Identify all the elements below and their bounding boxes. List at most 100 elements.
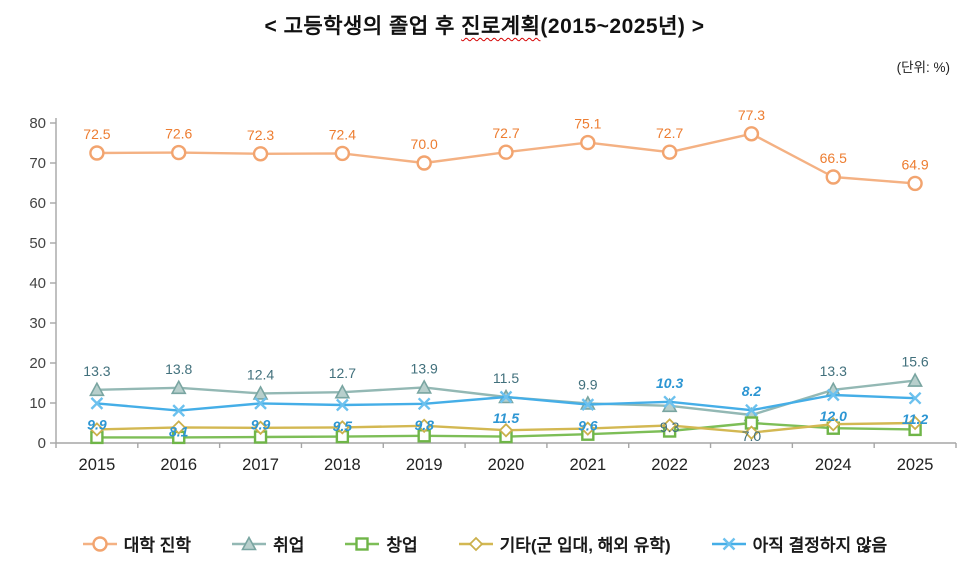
x-tick-label: 2025: [897, 456, 934, 474]
legend-employment-swatch: [232, 535, 267, 550]
data-label: 9.9: [251, 416, 271, 432]
series-univ-labels: 72.5 72.6 72.3 72.4 70.0 72.7 75.1 72.7 77.3 66.5…: [83, 107, 929, 173]
chart-title-prefix: < 고등학생의 졸업 후: [264, 15, 462, 38]
univ-marker: [580, 134, 596, 151]
legend-label-startup: 창업: [386, 536, 418, 555]
x-tick-label: 2022: [651, 456, 688, 474]
data-label: 9.5: [333, 418, 353, 434]
series-univ: [89, 126, 923, 192]
univ-marker: [825, 169, 841, 185]
x-tick-label: 2018: [324, 456, 361, 474]
chart-title: < 고등학생의 졸업 후 진로계획(2015~2025년) >: [0, 10, 969, 40]
chart-title-underlined: 진로계획: [461, 15, 541, 38]
data-label: 72.7: [492, 125, 519, 141]
legend-label-employment: 취업: [273, 536, 305, 555]
career-plan-line-chart: 0 10 20 30 40 50 60 70 80 2015 2016 2017 2018 2019 202…: [0, 80, 969, 495]
data-label: 9.9: [578, 376, 598, 392]
legend-label-etc: 기타(군 입대, 해외 유학): [499, 536, 671, 555]
employment-marker: [334, 384, 351, 399]
univ-marker: [334, 145, 351, 162]
data-label: 13.3: [83, 363, 110, 379]
legend-label-undecided: 아직 결정하지 않음: [752, 536, 888, 555]
legend-undecided-swatch: [711, 537, 746, 550]
unit-label: (단위: %): [896, 60, 950, 75]
data-label: 13.9: [411, 360, 438, 376]
undecided-marker: [90, 397, 104, 410]
legend-item-univ: 대학 진학: [82, 531, 191, 556]
data-label: 9.6: [578, 418, 598, 434]
data-label: 8.1: [169, 424, 189, 440]
data-label: 64.9: [901, 156, 928, 172]
legend-etc-swatch: [458, 536, 493, 551]
employment-marker: [89, 381, 105, 397]
etc-marker: [335, 420, 350, 435]
data-label: 9.8: [414, 417, 434, 433]
y-tick-label: 30: [29, 315, 46, 332]
y-tick-label: 0: [38, 435, 46, 452]
data-label: 10.3: [656, 375, 683, 391]
legend-item-undecided: 아직 결정하지 않음: [711, 531, 888, 556]
data-label: 9.3: [660, 419, 680, 435]
data-label: 12.0: [820, 408, 847, 424]
legend-startup-swatch: [345, 536, 380, 551]
etc-marker: [825, 416, 841, 432]
etc-marker: [416, 418, 432, 434]
legend-univ-marker-icon: [92, 535, 108, 552]
data-label: 7.0: [742, 428, 762, 444]
series-undecided: [90, 388, 922, 417]
chart-title-suffix: (2015~2025년) >: [540, 15, 705, 38]
y-tick-label: 70: [29, 155, 46, 172]
univ-marker: [89, 145, 105, 161]
etc-marker: [253, 420, 268, 436]
series-undecided-labels: 9.9 8.1 9.9 9.5 9.8 11.5 9.6 10.3 8.2 12.0 11.2: [87, 375, 928, 440]
undecided-marker: [499, 390, 513, 404]
y-tick-label: 20: [29, 355, 46, 372]
data-label: 13.3: [820, 363, 847, 379]
etc-marker: [498, 422, 514, 438]
x-tick-label: 2017: [242, 456, 279, 474]
data-label: 72.3: [247, 127, 274, 143]
undecided-marker: [908, 391, 922, 405]
etc-marker: [744, 425, 759, 440]
data-label: 72.7: [656, 125, 683, 141]
undecided-marker: [826, 388, 840, 402]
data-label: 66.5: [820, 150, 847, 166]
legend-univ-swatch: [82, 535, 117, 552]
y-tick-label: 10: [29, 395, 46, 412]
y-tick-label: 80: [29, 115, 46, 132]
undecided-marker: [336, 398, 349, 412]
y-tick-label: 40: [29, 275, 46, 292]
undecided-marker: [745, 403, 758, 417]
data-label: 12.4: [247, 366, 274, 382]
undecided-marker: [417, 397, 431, 411]
undecided-marker: [172, 404, 186, 417]
data-label: 70.0: [411, 136, 438, 152]
univ-marker: [907, 175, 923, 192]
data-label: 13.8: [165, 361, 192, 377]
y-tick-label: 50: [29, 235, 46, 252]
legend-startup-marker-icon: [355, 536, 370, 551]
etc-marker: [171, 420, 187, 435]
data-label: 72.5: [83, 126, 110, 142]
legend-item-startup: 창업: [344, 531, 418, 556]
x-tick-label: 2021: [569, 456, 606, 474]
employment-marker: [907, 372, 923, 387]
x-tick-label: 2015: [79, 456, 116, 474]
data-label: 11.2: [902, 411, 928, 427]
data-label: 72.4: [329, 126, 356, 142]
undecided-marker: [663, 395, 676, 409]
undecided-marker: [581, 398, 595, 411]
data-label: 8.2: [742, 383, 762, 399]
x-tick-label: 2023: [733, 456, 770, 474]
legend-label-univ: 대학 진학: [123, 536, 192, 555]
series-etc: [89, 415, 923, 440]
legend-employment-marker-icon: [241, 535, 257, 550]
univ-marker: [416, 155, 432, 171]
legend-item-etc: 기타(군 입대, 해외 유학): [458, 531, 671, 556]
x-tick-label: 2016: [160, 456, 197, 474]
etc-marker: [580, 421, 596, 436]
univ-marker: [661, 144, 678, 160]
x-tick-label: 2019: [406, 456, 443, 474]
x-tick-label: 2024: [815, 456, 852, 474]
employment-marker: [416, 379, 433, 394]
